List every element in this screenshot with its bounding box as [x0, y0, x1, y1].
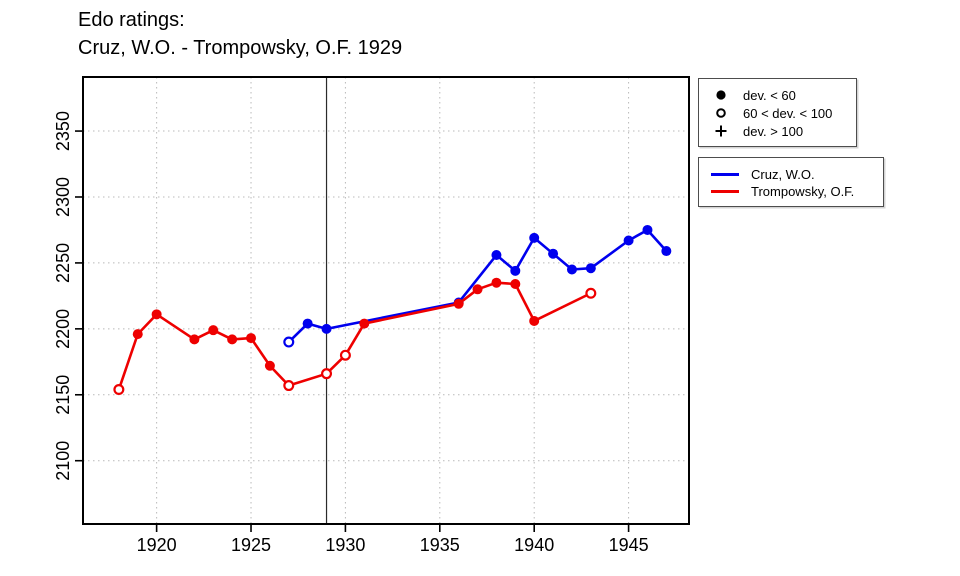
- cruz-line-icon: [699, 173, 751, 176]
- legend-label: Cruz, W.O.: [751, 167, 815, 182]
- legend-row-dev-gt-100: dev. > 100: [699, 122, 856, 140]
- chart-title: Edo ratings: Cruz, W.O. - Trompowsky, O.…: [78, 6, 402, 62]
- legend-row-cruz: Cruz, W.O.: [699, 166, 883, 183]
- legend-label: Trompowsky, O.F.: [751, 184, 855, 199]
- legend-row-dev-60-100: 60 < dev. < 100: [699, 104, 856, 122]
- open-circle-icon: [699, 107, 743, 119]
- svg-text:2350: 2350: [53, 111, 73, 151]
- deviation-legend: dev. < 60 60 < dev. < 100 dev. > 100: [698, 78, 857, 147]
- plus-icon: [699, 125, 743, 137]
- trompowsky-line-icon: [699, 190, 751, 193]
- svg-text:2250: 2250: [53, 243, 73, 283]
- svg-text:1930: 1930: [325, 535, 365, 555]
- svg-text:1925: 1925: [231, 535, 271, 555]
- svg-text:1920: 1920: [137, 535, 177, 555]
- players-legend: Cruz, W.O. Trompowsky, O.F.: [698, 157, 884, 207]
- legend-label: 60 < dev. < 100: [743, 105, 833, 121]
- svg-text:2150: 2150: [53, 375, 73, 415]
- filled-circle-icon: [699, 89, 743, 101]
- chart-title-line1: Edo ratings:: [78, 9, 185, 31]
- chart-title-line2: Cruz, W.O. - Trompowsky, O.F. 1929: [78, 37, 403, 59]
- svg-text:1945: 1945: [609, 535, 649, 555]
- legend-row-dev-lt-60: dev. < 60: [699, 86, 856, 104]
- svg-text:2200: 2200: [53, 309, 73, 349]
- legend-label: dev. < 60: [743, 87, 796, 103]
- legend-label: dev. > 100: [743, 123, 804, 139]
- svg-text:1935: 1935: [420, 535, 460, 555]
- svg-text:1940: 1940: [514, 535, 554, 555]
- legend-row-trompowsky: Trompowsky, O.F.: [699, 183, 883, 200]
- svg-text:2300: 2300: [53, 177, 73, 217]
- svg-text:2100: 2100: [53, 441, 73, 481]
